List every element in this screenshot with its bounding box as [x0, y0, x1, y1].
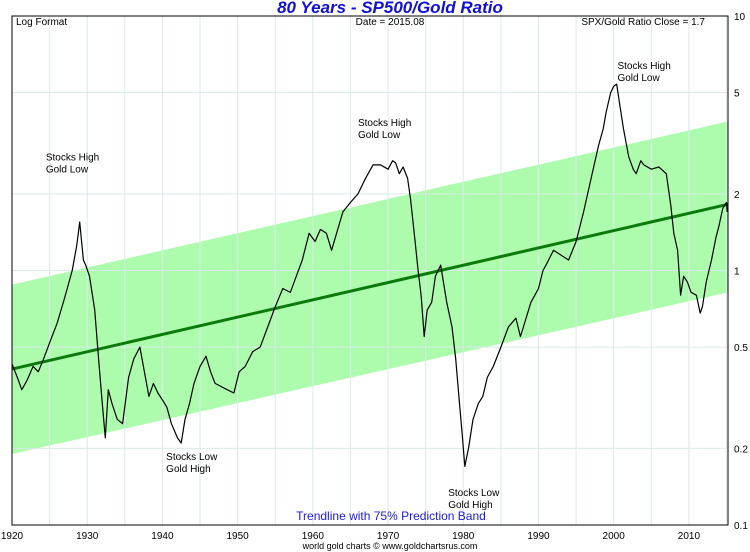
annotation-label: Stocks High Gold Low: [46, 153, 99, 176]
ratio-series-line: [11, 83, 728, 467]
trendline-layer: [11, 202, 729, 371]
x-tick-labels: 1920 1930 1940 1950 1960 1970 1980 1990 2000 2010: [1, 531, 701, 542]
annotation-line: Stocks Low: [448, 488, 500, 499]
date-label: Date = 2015.08: [356, 17, 425, 28]
annotation-line: Stocks High: [46, 153, 99, 164]
y-tick-label: 0.5: [734, 343, 748, 354]
footer-credit: world gold charts © www.goldchartsrus.co…: [302, 541, 478, 551]
y-tick-label: 1: [734, 267, 740, 278]
annotation-line: Gold Low: [358, 130, 401, 141]
close-label: SPX/Gold Ratio Close = 1.7: [581, 17, 705, 28]
annotation-line: Gold Low: [46, 165, 89, 176]
band-caption: Trendline with 75% Prediction Band: [296, 509, 486, 523]
annotation-label: Stocks High Gold Low: [617, 61, 670, 84]
x-tick-label: 1990: [527, 531, 550, 542]
grid-layer: [12, 16, 728, 525]
annotation-label: Stocks Low Gold High: [166, 452, 218, 475]
trendline: [11, 202, 729, 371]
x-tick-label: 1960: [302, 531, 325, 542]
x-tick-label: 1980: [452, 531, 475, 542]
annotation-line: Stocks Low: [166, 452, 218, 463]
plot-frame: [11, 15, 729, 526]
annotation-line: Gold High: [448, 500, 492, 511]
annotation-label: Stocks Low Gold High: [448, 488, 500, 511]
annotation-line: Stocks High: [358, 118, 411, 129]
y-tick-label: 5: [734, 89, 740, 100]
x-tick-label: 2010: [678, 531, 701, 542]
x-tick-label: 1930: [76, 531, 99, 542]
y-tick-label: 0.1: [734, 521, 748, 532]
x-tick-label: 1940: [151, 531, 174, 542]
y-tick-label: 10: [734, 12, 746, 23]
annotation-label: Stocks High Gold Low: [358, 118, 411, 141]
chart-title: 80 Years - SP500/Gold Ratio: [277, 0, 503, 17]
annotation-line: Gold High: [166, 464, 210, 475]
log-format-label: Log Format: [16, 17, 67, 28]
annotation-line: Stocks High: [617, 61, 670, 72]
x-tick-label: 1970: [377, 531, 400, 542]
x-tick-label: 2000: [603, 531, 626, 542]
series-layer: [11, 83, 728, 467]
y-tick-label: 2: [734, 190, 740, 201]
annotation-line: Gold Low: [617, 73, 660, 84]
x-tick-label: 1920: [1, 531, 24, 542]
y-tick-label: 0.2: [734, 444, 748, 455]
y-tick-labels: 0.1 0.2 0.5 1 2 5 10: [734, 12, 748, 532]
x-tick-label: 1950: [227, 531, 250, 542]
